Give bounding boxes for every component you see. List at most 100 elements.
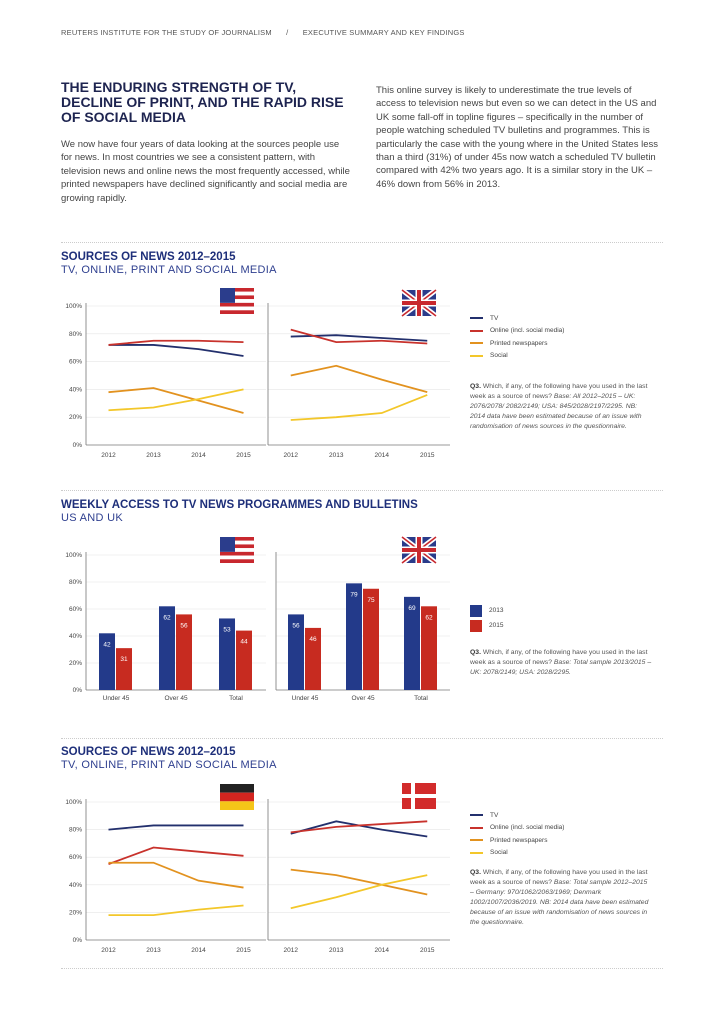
series-line-social	[108, 388, 244, 412]
flag-canton	[220, 288, 235, 303]
flag-stripe	[220, 310, 254, 314]
x-tick-label: 2015	[420, 947, 435, 954]
y-tick-label: 40%	[69, 386, 82, 393]
bar-2013	[404, 596, 420, 690]
y-tick-label: 0%	[73, 687, 83, 694]
y-tick-label: 80%	[69, 331, 82, 338]
y-tick-label: 60%	[69, 854, 82, 861]
x-tick-label: 2014	[375, 947, 390, 954]
y-tick-label: 0%	[73, 937, 83, 944]
legend-item-print: Printed newspapers	[470, 834, 564, 847]
x-tick-label: 2012	[284, 947, 299, 954]
bar-2013	[346, 583, 362, 690]
y-tick-label: 60%	[69, 606, 82, 613]
x-tick-label: 2012	[101, 452, 116, 459]
section-title: SOURCES OF NEWS 2012–2015	[61, 746, 236, 758]
flag-stripe	[220, 551, 254, 556]
series-line-printed	[108, 861, 244, 889]
bar-2015	[421, 606, 437, 690]
x-tick-label: Total	[229, 695, 243, 702]
flag-stripe	[220, 537, 254, 541]
flag-cross	[402, 783, 436, 809]
legend-item-2013: 2013	[470, 603, 503, 618]
y-tick-label: 20%	[69, 414, 82, 421]
right-paragraph: This online survey is likely to underest…	[376, 85, 658, 190]
series-line-social	[290, 874, 428, 910]
flag-band	[220, 784, 254, 793]
legend-item-social: Social	[470, 350, 564, 363]
flag-stripe	[220, 555, 254, 560]
flag-cross-red	[402, 537, 436, 563]
bar-value-label: 53	[223, 626, 231, 633]
chart-legend: 2013 2015	[470, 603, 503, 633]
flag-stripe	[220, 302, 254, 307]
y-tick-label: 40%	[69, 882, 82, 889]
series-line-online	[108, 846, 244, 865]
y-tick-label: 100%	[65, 552, 82, 559]
legend-item-tv: TV	[470, 809, 564, 822]
y-tick-label: 40%	[69, 633, 82, 640]
legend-item-online: Online (incl. social media)	[470, 325, 564, 338]
bar-2015	[176, 614, 192, 690]
section-subtitle: TV, ONLINE, PRINT AND SOCIAL MEDIA	[61, 264, 277, 276]
x-tick-label: 2015	[420, 452, 435, 459]
flag-stripe	[220, 544, 254, 549]
flag-stripe	[220, 288, 254, 292]
flag-cross-red	[402, 290, 436, 316]
x-tick-label: 2013	[329, 452, 344, 459]
legend-item-online: Online (incl. social media)	[470, 822, 564, 835]
flag-canton	[220, 537, 235, 552]
bar-2015	[305, 627, 321, 690]
y-tick-label: 80%	[69, 827, 82, 834]
divider	[61, 242, 663, 243]
flag-stripe	[220, 306, 254, 311]
bar-value-label: 44	[240, 639, 248, 646]
bar-value-label: 62	[163, 614, 171, 621]
x-tick-label: Under 45	[292, 695, 319, 702]
series-line-printed	[108, 387, 244, 414]
bar-value-label: 56	[180, 622, 188, 629]
bar-2013	[99, 633, 115, 690]
bar-2013	[159, 606, 175, 690]
flag-stripe	[220, 559, 254, 563]
header-section: EXECUTIVE SUMMARY AND KEY FINDINGS	[302, 28, 465, 37]
series-line-tv	[290, 820, 428, 838]
page-title: THE ENDURING STRENGTH OF TV, DECLINE OF …	[61, 79, 344, 125]
bar-2013	[288, 614, 304, 690]
x-tick-label: Over 45	[164, 695, 188, 702]
y-tick-label: 80%	[69, 579, 82, 586]
running-header: REUTERS INSTITUTE FOR THE STUDY OF JOURN…	[61, 28, 477, 37]
flag-stripe	[220, 295, 254, 300]
series-line-social	[290, 394, 428, 421]
bar-value-label: 46	[309, 636, 317, 643]
series-line-online	[108, 339, 244, 346]
header-publisher: REUTERS INSTITUTE FOR THE STUDY OF JOURN…	[61, 28, 272, 37]
flag-band	[220, 792, 254, 802]
series-line-printed	[290, 868, 428, 896]
legend-item-print: Printed newspapers	[470, 337, 564, 350]
series-line-tv	[108, 824, 244, 831]
header-separator: /	[286, 28, 289, 37]
bar-value-label: 42	[103, 641, 111, 648]
bar-2015	[363, 588, 379, 690]
line-chart-us-uk: 0% 20% 40% 60% 80% 100% 2012 2013 2014 2015 2012 20…	[65, 288, 450, 459]
chart-note: Q3. Which, if any, of the following have…	[470, 649, 652, 676]
x-tick-label: 2012	[284, 452, 299, 459]
y-tick-label: 20%	[69, 909, 82, 916]
line-chart-de-dk: 0% 20% 40% 60% 80% 100% 2012 2013 2014 2015 2012 20…	[65, 783, 450, 954]
y-tick-label: 60%	[69, 359, 82, 366]
x-tick-label: 2015	[236, 452, 251, 459]
flag-stripe	[220, 548, 254, 552]
bar-chart-us-uk: 0% 20% 40% 60% 80% 100% Under 45 42 31 Over 45 62 5…	[65, 535, 450, 702]
x-tick-label: 2014	[191, 947, 206, 954]
x-tick-label: 2015	[236, 947, 251, 954]
x-tick-label: 2013	[329, 947, 344, 954]
x-tick-label: 2014	[375, 452, 390, 459]
flag-stripe	[220, 291, 254, 296]
series-line-online	[290, 820, 428, 834]
bar-value-label: 62	[425, 614, 433, 621]
chart-note: Q3. Which, if any, of the following have…	[470, 383, 648, 430]
legend-item-tv: TV	[470, 312, 564, 325]
series-line-online	[290, 328, 428, 345]
